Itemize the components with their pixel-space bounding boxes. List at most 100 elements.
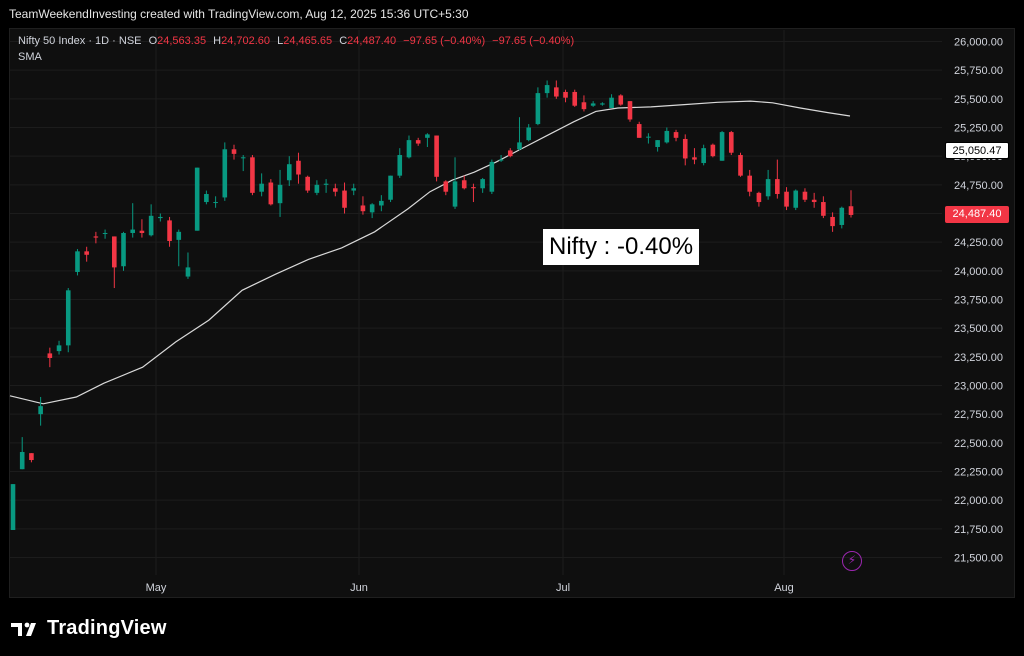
candle-body xyxy=(609,97,614,109)
candle-body xyxy=(93,236,99,238)
candle-body xyxy=(415,140,421,144)
ohlc-legend: Nifty 50 Index · 1D · NSE O24,563.35 H24… xyxy=(18,34,578,48)
candle-body xyxy=(38,406,43,415)
sma-layer xyxy=(9,100,851,405)
high-label: H xyxy=(213,35,222,47)
candle-body xyxy=(719,132,725,161)
candle-body xyxy=(351,188,357,191)
y-tick-label: 24,000.00 xyxy=(954,266,1003,278)
y-tick-label: 25,750.00 xyxy=(954,65,1003,77)
candle-body xyxy=(636,124,642,138)
chart-caption: TeamWeekendInvesting created with Tradin… xyxy=(9,7,469,21)
candle-body xyxy=(56,345,62,352)
candle-body xyxy=(554,87,559,97)
y-axis-labels: 21,500.00 21,750.00 22,000.00 22,250.00 22,5… xyxy=(954,37,1003,565)
tradingview-logo-icon xyxy=(11,622,36,636)
candle-body xyxy=(121,232,126,267)
candle-body xyxy=(434,135,439,177)
y-tick-label: 21,500.00 xyxy=(954,553,1003,565)
candle-body xyxy=(821,202,826,216)
candle-body xyxy=(111,236,117,268)
candle-body xyxy=(526,127,531,141)
candle-body xyxy=(360,205,366,212)
candle-body xyxy=(756,192,762,203)
y-tick-label: 25,500.00 xyxy=(954,94,1003,106)
candle-body xyxy=(406,140,412,158)
candle-body xyxy=(296,160,301,175)
candle-body xyxy=(682,138,688,159)
candle-body xyxy=(130,229,136,233)
open-value: 24,563.35 xyxy=(157,35,207,47)
candle-body xyxy=(194,167,200,231)
lightning-bolt-icon[interactable]: ⚡ xyxy=(842,551,862,571)
candle-body xyxy=(29,453,34,461)
y-tick-label: 22,250.00 xyxy=(954,467,1003,479)
change-value: −97.65 (−0.40%) xyxy=(403,35,486,47)
close-label: C xyxy=(339,35,348,47)
symbol-label[interactable]: Nifty 50 Index · 1D · NSE xyxy=(18,35,142,47)
y-tick-label: 26,000.00 xyxy=(954,37,1003,49)
low-label: L xyxy=(277,35,284,47)
x-tick-label: Jul xyxy=(556,582,570,594)
candle-body xyxy=(775,179,780,195)
candle-body xyxy=(728,132,734,153)
high-value: 24,702.60 xyxy=(221,35,271,47)
candle-body xyxy=(185,267,191,277)
candle-body xyxy=(646,136,651,138)
y-tick-label: 23,500.00 xyxy=(954,323,1003,335)
y-tick-label: 22,500.00 xyxy=(954,438,1003,450)
x-tick-label: Aug xyxy=(774,582,794,594)
candle-body xyxy=(544,85,550,94)
candle-body xyxy=(618,95,624,105)
candle-body xyxy=(286,164,292,181)
candle-body xyxy=(738,155,743,176)
y-tick-label: 24,750.00 xyxy=(954,180,1003,192)
candle-body xyxy=(397,155,403,176)
sma-line xyxy=(9,100,851,405)
candle-body xyxy=(793,190,799,208)
candle-body xyxy=(84,251,89,255)
candle-body xyxy=(139,230,145,233)
candle-body xyxy=(811,199,817,203)
candle-body xyxy=(314,184,320,193)
y-tick-label: 25,250.00 xyxy=(954,123,1003,135)
candle-body xyxy=(498,159,504,161)
chart-panel[interactable] xyxy=(9,28,1015,598)
y-tick-label: 21,750.00 xyxy=(954,524,1003,536)
candle-body xyxy=(590,103,596,106)
y-tick-label: 23,750.00 xyxy=(954,295,1003,307)
candle-body xyxy=(333,188,338,192)
candle-body xyxy=(784,191,789,207)
last-price-tag: 24,487.40 xyxy=(945,206,1009,223)
performance-annotation: Nifty : -0.40% xyxy=(543,229,700,265)
candle-body xyxy=(250,157,255,193)
candle-body xyxy=(102,232,108,234)
candle-body xyxy=(240,157,246,159)
candle-body xyxy=(323,183,329,185)
low-value: 24,465.65 xyxy=(283,35,333,47)
indicator-label[interactable]: SMA xyxy=(18,51,42,63)
candle-body xyxy=(600,103,605,105)
tradingview-brand[interactable]: TradingView xyxy=(11,617,167,640)
y-tick-label: 23,250.00 xyxy=(954,352,1003,364)
candle-body xyxy=(507,150,513,157)
candle-body xyxy=(701,148,706,164)
candle-body xyxy=(535,93,541,125)
brand-name: TradingView xyxy=(47,617,167,639)
candle-body xyxy=(148,215,154,236)
candle-body xyxy=(176,231,182,240)
candle-body xyxy=(692,157,697,160)
candle-body xyxy=(204,194,209,203)
candle-body xyxy=(461,180,467,189)
candle-body xyxy=(388,175,393,200)
candle-body xyxy=(259,183,264,192)
candle-body xyxy=(839,207,845,225)
x-tick-label: Jun xyxy=(350,582,368,594)
candle-body xyxy=(213,202,218,204)
candle-body xyxy=(47,353,53,358)
candle-body xyxy=(19,452,25,470)
candle-body xyxy=(673,132,679,138)
candle-body xyxy=(563,91,568,98)
candle-body xyxy=(848,206,854,215)
